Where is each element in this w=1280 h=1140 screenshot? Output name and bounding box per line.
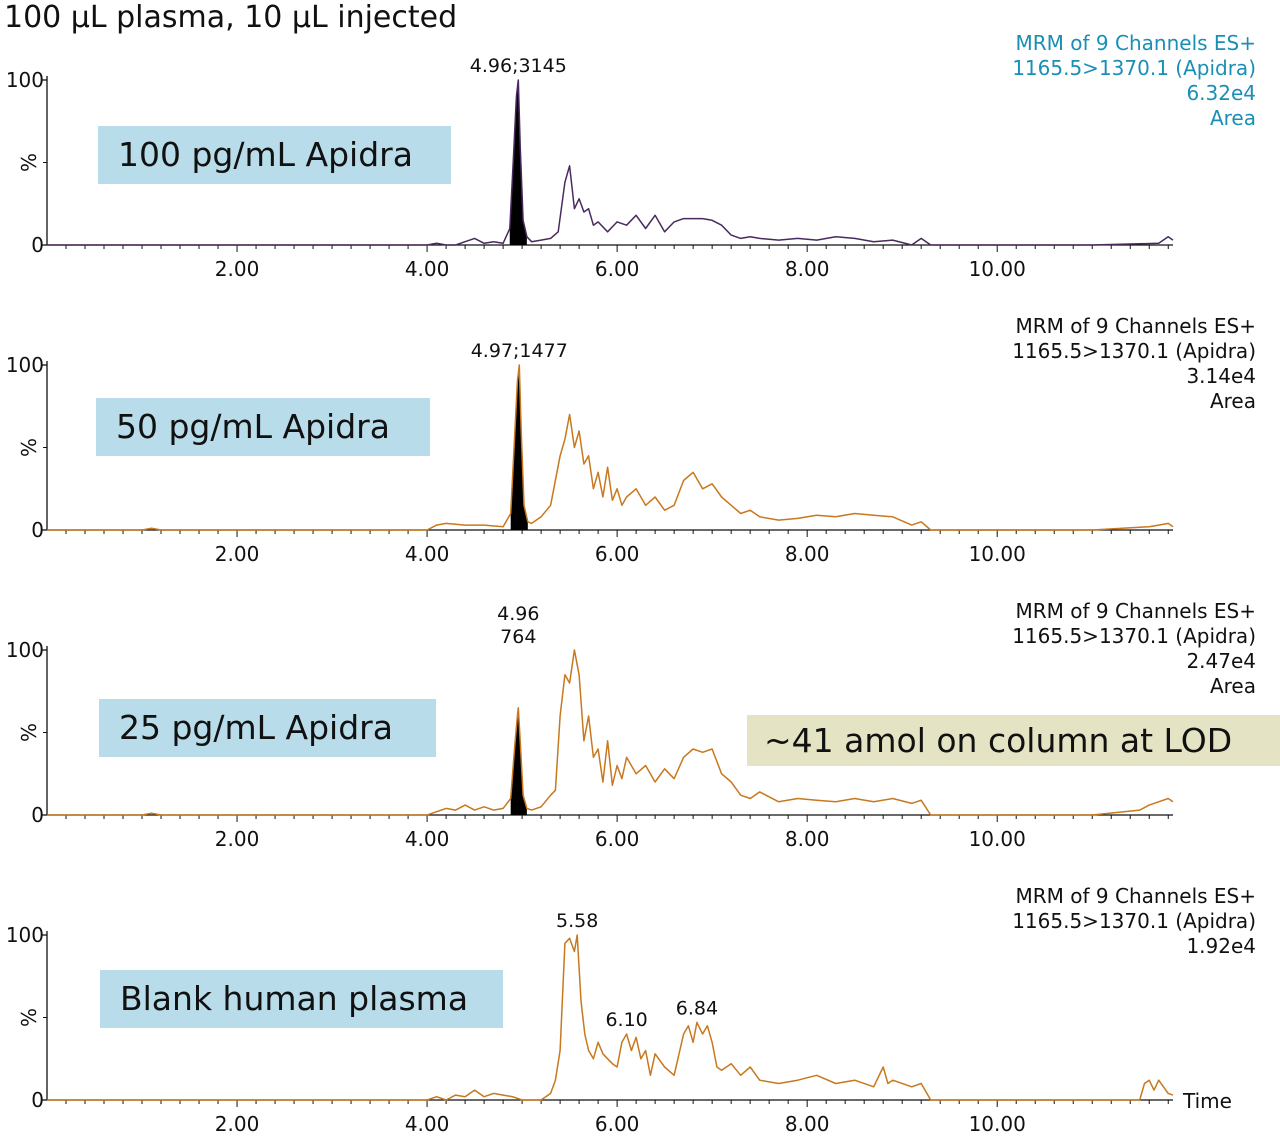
x-tick-label: 6.00 [595, 542, 640, 566]
chromatogram-panel-1: 0 100% 2.00 4.00 6.00 8.00 10.00 4.96;3145 MRM o… [0, 0, 1280, 285]
channel-info-line: Area [1209, 106, 1256, 130]
channel-info: MRM of 9 Channels ES+ 1165.5>1370.1 (Apid… [1012, 599, 1256, 699]
x-tick-label: 10.00 [969, 257, 1026, 281]
channel-info-line: 3.14e4 [1186, 364, 1256, 388]
channel-info-line: MRM of 9 Channels ES+ [1015, 314, 1256, 338]
channel-info: MRM of 9 Channels ES+ 1165.5>1370.1 (Apid… [1012, 884, 1256, 959]
y-tick-label: 0 [31, 233, 44, 257]
chromatogram-plot: 0 100% 2.00 4.00 6.00 8.00 10.00 Time 5.58 6.10 6.… [6, 910, 1232, 1136]
peak-label: 6.10 [605, 1009, 647, 1031]
channel-info-line: Area [1209, 389, 1256, 413]
x-tick-label: 2.00 [215, 542, 260, 566]
peak-label: 4.96 [497, 603, 539, 625]
x-tick-label: 8.00 [785, 827, 830, 851]
chromatogram-plot: 0 100% 2.00 4.00 6.00 8.00 10.00 4.96;3145 [6, 55, 1174, 281]
x-tick-label: 4.00 [405, 827, 450, 851]
integrated-peak-area [510, 707, 527, 815]
sample-label: 100 pg/mL Apidra [98, 126, 451, 184]
channel-info-line: Area [1209, 674, 1256, 698]
sample-label: 50 pg/mL Apidra [96, 398, 430, 456]
y-tick-label: 0 [31, 1088, 44, 1112]
chromatogram-plot: 0 100% 2.00 4.00 6.00 8.00 10.00 4.97;1477 [6, 340, 1174, 566]
sample-label: 25 pg/mL Apidra [99, 699, 436, 757]
x-tick-label: 8.00 [785, 542, 830, 566]
x-tick-label: 10.00 [969, 1112, 1026, 1136]
chromatogram-panel-2: 0 100% 2.00 4.00 6.00 8.00 10.00 4.97;1477 MRM o… [0, 285, 1280, 570]
x-tick-label: 4.00 [405, 542, 450, 566]
y-tick-label: 100 [6, 638, 44, 662]
x-tick-label: 8.00 [785, 1112, 830, 1136]
y-axis-label: % [17, 723, 41, 742]
x-tick-label: 6.00 [595, 827, 640, 851]
sample-label: Blank human plasma [100, 970, 503, 1028]
channel-info-line: 1165.5>1370.1 (Apidra) [1012, 909, 1256, 933]
y-tick-label: 0 [31, 518, 44, 542]
channel-info-line: MRM of 9 Channels ES+ [1015, 599, 1256, 623]
x-tick-label: 8.00 [785, 257, 830, 281]
channel-info-line: 1165.5>1370.1 (Apidra) [1012, 339, 1256, 363]
channel-info-line: MRM of 9 Channels ES+ [1015, 31, 1256, 55]
x-tick-label: 2.00 [215, 1112, 260, 1136]
chromatogram-panel-4: 0 100% 2.00 4.00 6.00 8.00 10.00 Time 5.58 6.10 6.… [0, 855, 1280, 1140]
page-title: 100 µL plasma, 10 µL injected [4, 0, 458, 35]
channel-info-line: 1.92e4 [1186, 934, 1256, 958]
y-tick-label: 100 [6, 68, 44, 92]
chromatogram-trace [47, 934, 1174, 1101]
x-tick-label: 2.00 [215, 257, 260, 281]
peak-label: 4.97;1477 [471, 340, 568, 362]
chromatogram-trace [47, 364, 1174, 531]
x-tick-label: 4.00 [405, 257, 450, 281]
channel-info-line: 6.32e4 [1186, 81, 1256, 105]
y-tick-label: 0 [31, 803, 44, 827]
channel-info: MRM of 9 Channels ES+ 1165.5>1370.1 (Apid… [1012, 314, 1256, 414]
chromatogram-trace [47, 79, 1174, 246]
channel-info-line: 1165.5>1370.1 (Apidra) [1012, 624, 1256, 648]
x-axis-label: Time [1182, 1089, 1232, 1113]
y-axis-label: % [17, 1008, 41, 1027]
channel-info-line: 2.47e4 [1186, 649, 1256, 673]
peak-label: 6.84 [676, 997, 718, 1019]
y-axis-label: % [17, 438, 41, 457]
x-tick-label: 6.00 [595, 257, 640, 281]
channel-info-line: MRM of 9 Channels ES+ [1015, 884, 1256, 908]
x-tick-label: 4.00 [405, 1112, 450, 1136]
y-tick-label: 100 [6, 923, 44, 947]
peak-label: 764 [500, 626, 536, 648]
chromatogram-trace [47, 649, 1174, 816]
x-tick-label: 10.00 [969, 827, 1026, 851]
x-tick-label: 6.00 [595, 1112, 640, 1136]
integrated-peak-area [510, 365, 528, 530]
y-tick-label: 100 [6, 353, 44, 377]
chromatogram-panel-3: 0 100% 2.00 4.00 6.00 8.00 10.00 4.96 764 MRM of … [0, 570, 1280, 855]
peak-label: 5.58 [556, 910, 598, 932]
x-tick-label: 10.00 [969, 542, 1026, 566]
y-axis-label: % [17, 153, 41, 172]
x-tick-label: 2.00 [215, 827, 260, 851]
channel-info: MRM of 9 Channels ES+ 1165.5>1370.1 (Apid… [1012, 31, 1256, 131]
lod-annotation: ~41 amol on column at LOD [747, 715, 1280, 766]
peak-label: 4.96;3145 [470, 55, 567, 77]
channel-info-line: 1165.5>1370.1 (Apidra) [1012, 56, 1256, 80]
integrated-peak-area [509, 80, 527, 245]
